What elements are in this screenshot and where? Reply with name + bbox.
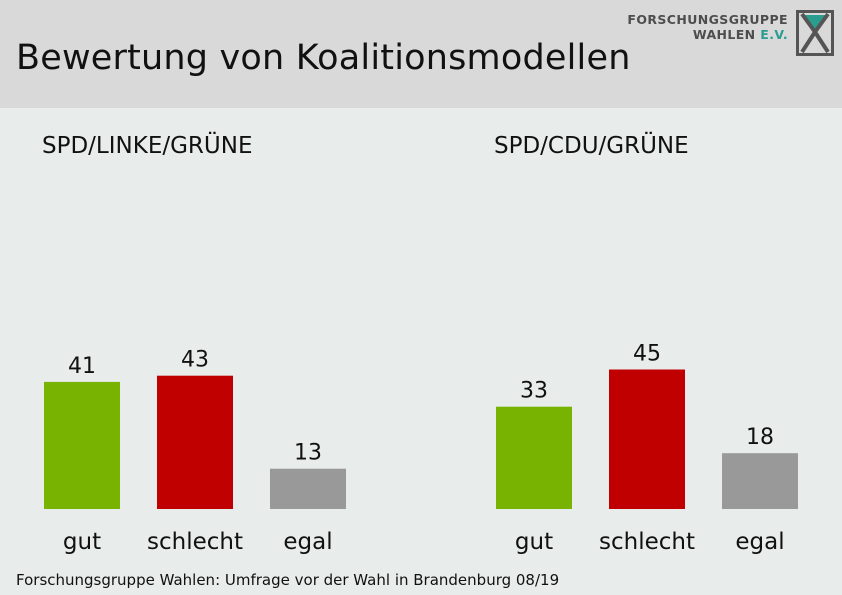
category-label: egal (283, 529, 332, 555)
category-label: gut (63, 529, 101, 555)
value-label: 33 (520, 379, 548, 404)
logo-line-2: WAHLEN E.V. (627, 27, 788, 42)
page-title: Bewertung von Koalitionsmodellen (16, 38, 631, 78)
bar-schlecht (609, 369, 685, 509)
bar-schlecht (157, 375, 233, 509)
fgw-logo-icon (796, 10, 834, 56)
coalition-chart: SPD/LINKE/GRÜNE 41 gut 43 schlecht 13 egal SP… (42, 131, 798, 555)
logo-line-2-b: E.V. (760, 27, 788, 42)
chart-panel-spd-linke-gruene: SPD/LINKE/GRÜNE 41 gut 43 schlecht 13 egal (42, 131, 346, 555)
category-label: gut (515, 529, 553, 555)
chart-panel-spd-cdu-gruene: SPD/CDU/GRÜNE 33 gut 45 schlecht 18 egal (494, 131, 798, 555)
value-label: 41 (68, 354, 96, 379)
logo-text: FORSCHUNGSGRUPPE WAHLEN E.V. (627, 12, 788, 42)
category-label: egal (735, 529, 784, 555)
bar-egal (722, 453, 798, 509)
logo-line-1: FORSCHUNGSGRUPPE (627, 12, 788, 27)
logo-line-2-a: WAHLEN (692, 27, 761, 42)
bar-gut (496, 406, 572, 509)
source-note: Forschungsgruppe Wahlen: Umfrage vor der… (16, 571, 560, 589)
category-label: schlecht (599, 529, 695, 555)
value-label: 45 (633, 342, 661, 367)
bar-egal (270, 468, 346, 509)
panel-title: SPD/CDU/GRÜNE (494, 131, 689, 159)
header-band: Bewertung von Koalitionsmodellen FORSCHU… (0, 0, 842, 108)
value-label: 43 (181, 348, 209, 373)
bar-gut (44, 381, 120, 509)
value-label: 18 (746, 425, 774, 450)
category-label: schlecht (147, 529, 243, 555)
value-label: 13 (294, 441, 322, 466)
panel-title: SPD/LINKE/GRÜNE (42, 131, 252, 159)
